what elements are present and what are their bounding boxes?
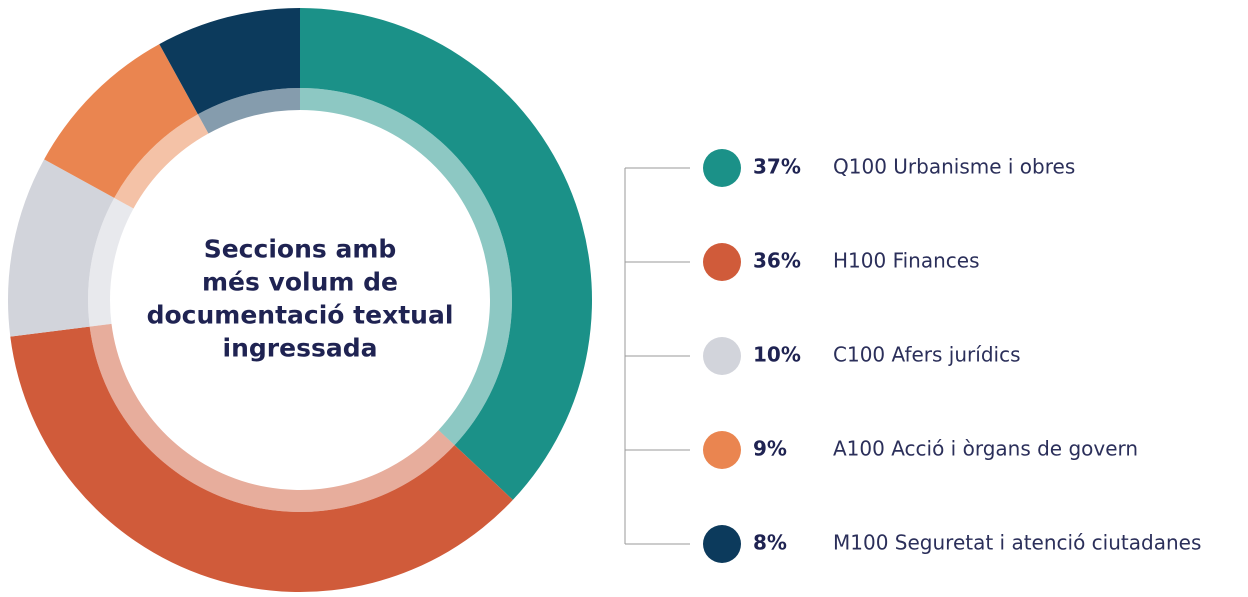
legend-label: A100 Acció i òrgans de govern bbox=[833, 437, 1138, 461]
chart-title: Seccions amb bbox=[204, 235, 397, 264]
donut-segment bbox=[8, 159, 115, 337]
legend-value: 8% bbox=[753, 531, 787, 555]
legend-label: C100 Afers jurídics bbox=[833, 343, 1021, 367]
chart-title: més volum de bbox=[202, 268, 398, 297]
donut-segment bbox=[159, 8, 300, 115]
donut-inner-segment bbox=[89, 323, 455, 512]
legend-value: 9% bbox=[753, 437, 787, 461]
legend-value: 10% bbox=[753, 343, 801, 367]
donut-segment bbox=[44, 44, 198, 198]
chart-title: ingressada bbox=[223, 334, 378, 363]
donut-inner-segment bbox=[114, 114, 209, 209]
legend-swatch bbox=[703, 149, 741, 187]
donut-inner-segment bbox=[88, 197, 134, 327]
legend-value: 36% bbox=[753, 249, 801, 273]
legend-value: 37% bbox=[753, 155, 801, 179]
legend-swatch bbox=[703, 431, 741, 469]
legend-swatch bbox=[703, 243, 741, 281]
legend-swatch bbox=[703, 525, 741, 563]
chart-title: documentació textual bbox=[147, 301, 454, 330]
donut-segment bbox=[10, 326, 513, 592]
legend-label: H100 Finances bbox=[833, 249, 980, 273]
donut-inner-segment bbox=[197, 88, 300, 134]
donut-inner-segment bbox=[300, 88, 512, 446]
legend-label: M100 Seguretat i atenció ciutadanes bbox=[833, 531, 1201, 555]
legend-label: Q100 Urbanisme i obres bbox=[833, 155, 1075, 179]
donut-segment bbox=[300, 8, 592, 500]
legend-swatch bbox=[703, 337, 741, 375]
